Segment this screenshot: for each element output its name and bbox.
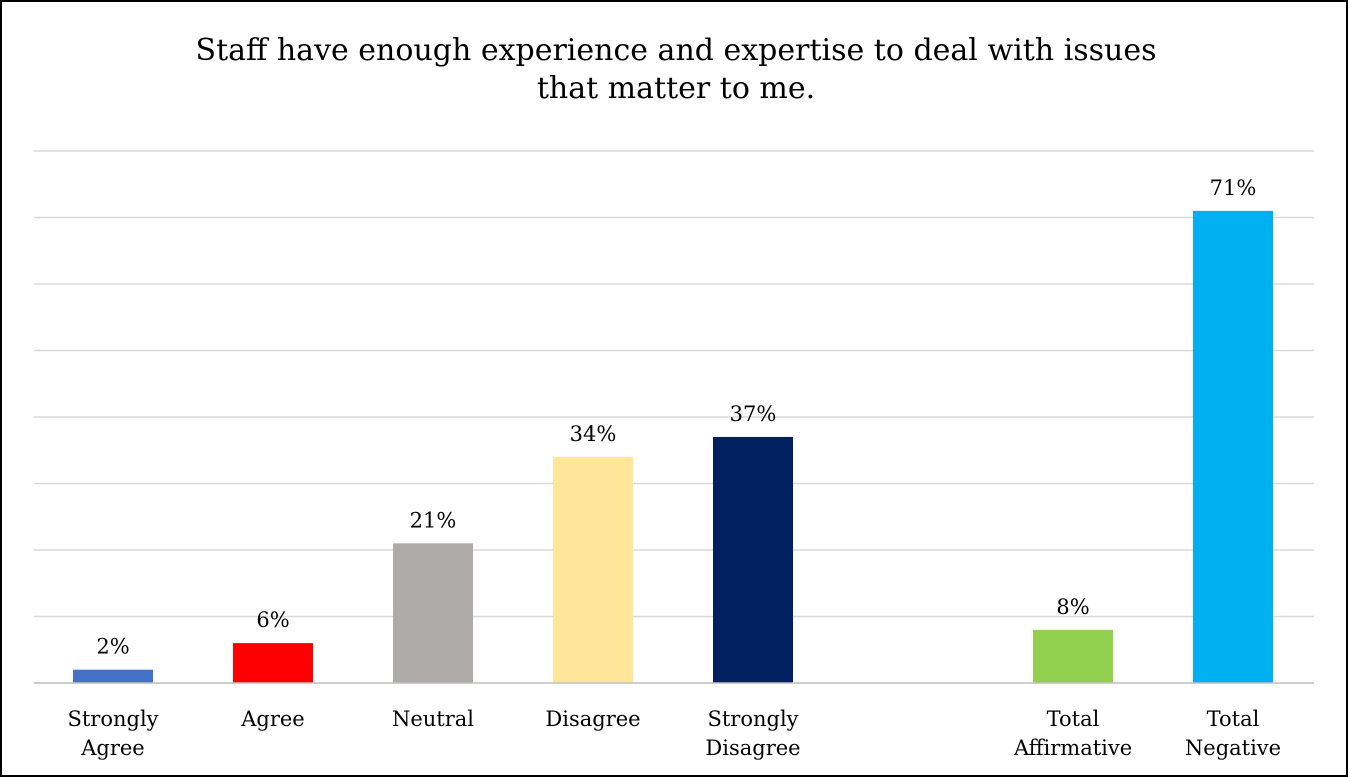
- x-tick-label-3: Disagree: [545, 707, 640, 731]
- x-tick-label-line: Total: [1207, 707, 1260, 731]
- gridlines: [34, 150, 1314, 618]
- chart-title: Staff have enough experience and experti…: [2, 32, 1348, 108]
- bar-5: [1033, 629, 1113, 683]
- bar-6: [1193, 210, 1273, 683]
- x-tick-label-line: Affirmative: [1013, 736, 1132, 760]
- x-tick-label-6: Total Negative: [1185, 707, 1281, 760]
- chart-title-line-2: that matter to me.: [536, 71, 816, 106]
- data-label-4: 37%: [730, 402, 777, 426]
- x-tick-label-line: Disagree: [705, 736, 800, 760]
- data-labels: 2% 6% 21% 34% 37% 8% 71%: [96, 176, 1256, 659]
- data-label-2: 21%: [410, 508, 457, 532]
- x-tick-label-0: Strongly Agree: [67, 707, 158, 760]
- bar-1: [233, 643, 313, 683]
- data-label-5: 8%: [1056, 595, 1089, 619]
- bar-2: [393, 543, 473, 683]
- data-label-0: 2%: [96, 635, 129, 659]
- chart-title-line-1: Staff have enough experience and experti…: [195, 33, 1157, 68]
- x-tick-label-line: Strongly: [707, 707, 798, 731]
- x-tick-label-4: Strongly Disagree: [705, 707, 800, 760]
- x-tick-label-line: Neutral: [392, 707, 474, 731]
- x-tick-label-line: Agree: [240, 707, 305, 731]
- x-tick-label-2: Neutral: [392, 707, 474, 731]
- x-tick-label-line: Agree: [80, 736, 145, 760]
- x-tick-label-1: Agree: [240, 707, 305, 731]
- data-label-3: 34%: [570, 422, 617, 446]
- data-label-6: 71%: [1210, 176, 1257, 200]
- data-label-1: 6%: [256, 608, 289, 632]
- bar-4: [713, 436, 793, 683]
- x-tick-label-line: Disagree: [545, 707, 640, 731]
- x-tick-label-line: Strongly: [67, 707, 158, 731]
- x-tick-label-line: Negative: [1185, 736, 1281, 760]
- x-tick-label-line: Total: [1047, 707, 1100, 731]
- bar-3: [553, 456, 633, 683]
- bars: [73, 210, 1273, 683]
- x-tick-label-5: Total Affirmative: [1013, 707, 1132, 760]
- bar-0: [73, 669, 153, 683]
